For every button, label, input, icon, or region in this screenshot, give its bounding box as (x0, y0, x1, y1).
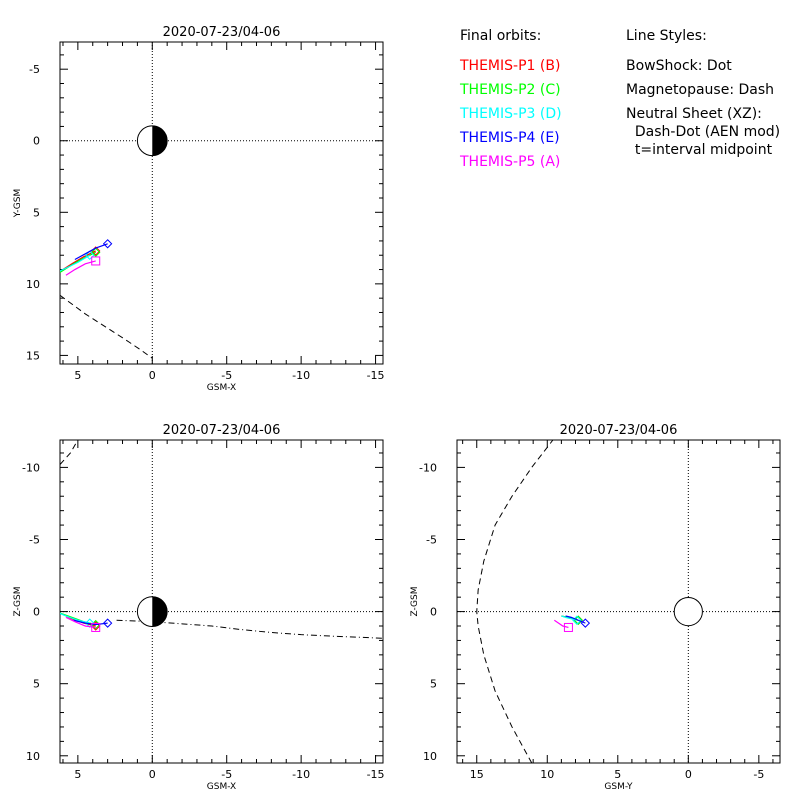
y-tick-label: 10 (26, 750, 40, 763)
legend-orbit-p3: THEMIS-P3 (D) (460, 106, 562, 122)
y-axis-label: Z-GSM (410, 586, 420, 616)
orbit-start-marker (91, 247, 101, 258)
orbit-line (73, 619, 108, 626)
y-tick-label: -5 (426, 533, 437, 546)
bow-shock-or-magnetopause-line (60, 294, 153, 359)
x-tick-label: -15 (367, 768, 385, 781)
plot-frame (59, 439, 384, 764)
x-tick-label: 15 (470, 768, 484, 781)
y-tick-label: 15 (26, 349, 40, 362)
y-tick-label: 10 (26, 278, 40, 291)
legend-style-magnetopause: Magnetopause: Dash (626, 82, 775, 98)
orbit-start-marker (91, 622, 101, 632)
orbit-line (60, 254, 91, 272)
y-tick-label: -5 (29, 533, 40, 546)
chart-title: 2020-07-23/04-06 (560, 423, 678, 438)
y-axis-label: Z-GSM (13, 586, 23, 616)
bow-shock-or-magnetopause-line (476, 440, 554, 763)
y-tick-label: -10 (22, 461, 40, 474)
y-axis-label: Y-GSM (13, 189, 23, 218)
orbit-series-4 (74, 239, 113, 261)
x-tick-label: 5 (74, 369, 81, 382)
orbit-series-3 (60, 612, 95, 628)
legend-orbits-title: Final orbits: (460, 28, 542, 44)
x-tick-label: -5 (221, 768, 232, 781)
yz-panel: 15 10 5 0 -5 -10 -5 0 5 10 2020-07-23/04-06 GSM-Y Z-… (410, 423, 781, 792)
orbit-line (65, 260, 96, 276)
orbit-line (65, 616, 96, 629)
orbit-series-4 (73, 618, 113, 628)
x-tick-label: -10 (292, 369, 310, 382)
plot-frame (59, 41, 384, 365)
bow-shock-or-magnetopause-line (60, 440, 79, 465)
orbit-series-4 (565, 615, 591, 628)
legend-styles-title: Line Styles: (626, 28, 707, 44)
earth-symbol (673, 596, 703, 627)
x-tick-label: 0 (149, 768, 156, 781)
x-axis-label: GSM-X (207, 383, 236, 393)
plot-frame (456, 439, 781, 764)
xz-panel: 5 0 -5 -10 -15 -10 -5 0 5 10 2020-07-23/04-06 GSM-X… (13, 423, 385, 792)
y-tick-label: 10 (423, 750, 437, 763)
x-tick-label: -10 (292, 768, 310, 781)
orbit-line (565, 615, 586, 624)
legend-style-midpoint: t=interval midpoint (626, 142, 773, 158)
x-tick-label: -15 (367, 369, 385, 382)
x-tick-label: 0 (149, 369, 156, 382)
y-tick-label: 0 (33, 135, 40, 148)
legend-orbit-p4: THEMIS-P4 (E) (460, 130, 560, 146)
earth-symbol (136, 596, 168, 627)
x-tick-label: 5 (74, 768, 81, 781)
y-tick-label: -5 (29, 63, 40, 76)
y-tick-label: -10 (419, 461, 437, 474)
legend-orbit-p1: THEMIS-P1 (B) (460, 58, 561, 74)
y-tick-label: 5 (430, 678, 437, 691)
chart-title: 2020-07-23/04-06 (163, 25, 281, 40)
y-tick-label: 0 (430, 606, 437, 619)
orbit-line (60, 612, 90, 624)
xy-panel: 5 0 -5 -10 -15 -5 0 5 10 15 2020-07-23/04-06 GSM-X Y… (13, 25, 385, 393)
legend: Final orbits: THEMIS-P1 (B) THEMIS-P2 (C… (0, 0, 800, 200)
orbit-line (60, 612, 96, 626)
legend-style-neutral-sheet: Neutral Sheet (XZ): (626, 106, 762, 122)
earth-symbol (136, 125, 168, 157)
y-tick-label: 0 (33, 606, 40, 619)
orbit-series-5 (553, 619, 573, 632)
orbit-line (62, 250, 96, 271)
orbit-start-marker (580, 618, 591, 628)
plot-area (60, 125, 168, 359)
plot-area (476, 440, 703, 763)
orbit-series-3 (60, 250, 95, 272)
x-axis-label: GSM-X (207, 782, 236, 792)
orbit-series-5 (65, 616, 101, 632)
x-tick-label: 0 (685, 768, 692, 781)
orbit-series-5 (65, 256, 101, 276)
legend-orbit-p5: THEMIS-P5 (A) (460, 154, 561, 170)
orbit-start-marker (102, 239, 113, 249)
legend-style-dashdot: Dash-Dot (AEN mod) (626, 124, 781, 140)
y-tick-label: 5 (33, 206, 40, 219)
orbit-line (74, 243, 108, 261)
legend-orbit-p2: THEMIS-P2 (C) (460, 82, 561, 98)
y-tick-label: 5 (33, 678, 40, 691)
x-tick-label: 5 (614, 768, 621, 781)
orbit-start-marker (91, 256, 101, 266)
orbit-line (553, 619, 569, 629)
x-tick-label: -5 (753, 768, 764, 781)
chart-title: 2020-07-23/04-06 (163, 423, 281, 438)
orbit-start-marker (563, 622, 573, 632)
orbit-start-marker (85, 250, 95, 260)
orbit-start-marker (102, 618, 113, 628)
x-axis-label: GSM-Y (604, 782, 633, 792)
x-tick-label: 10 (540, 768, 554, 781)
legend-style-bowshock: BowShock: Dot (626, 58, 732, 74)
plot-area (60, 440, 383, 639)
x-tick-label: -5 (221, 369, 232, 382)
